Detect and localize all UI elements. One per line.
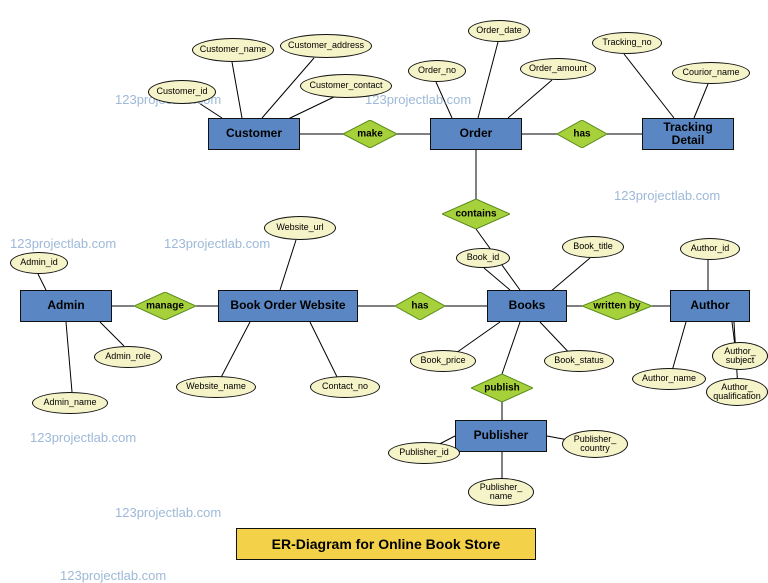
relationship-label: make <box>357 129 383 140</box>
relationship-has_site: has <box>395 292 445 320</box>
entity-website: Book Order Website <box>218 290 358 322</box>
attribute-author_id: Author_id <box>680 238 740 260</box>
diagram-title: ER-Diagram for Online Book Store <box>236 528 536 560</box>
attribute-book_status: Book_status <box>544 350 614 372</box>
entity-order: Order <box>430 118 522 150</box>
watermark: 123projectlab.com <box>30 430 136 445</box>
relationship-has_order: has <box>557 120 607 148</box>
attribute-customer_contact: Customer_contact <box>300 74 392 98</box>
relationship-publish: publish <box>471 374 533 402</box>
entity-books: Books <box>487 290 567 322</box>
attribute-admin_name: Admin_name <box>32 392 108 414</box>
relationship-make: make <box>343 120 397 148</box>
relationship-label: manage <box>146 301 184 312</box>
attribute-book_price: Book_price <box>410 350 476 372</box>
relationship-written: written by <box>582 292 652 320</box>
attribute-customer_name: Customer_name <box>192 38 274 62</box>
attribute-website_url: Website_url <box>264 216 336 240</box>
watermark: 123projectlab.com <box>164 236 270 251</box>
attribute-book_title: Book_title <box>562 236 624 258</box>
attribute-order_date: Order_date <box>468 20 530 42</box>
attribute-publisher_id: Publisher_id <box>388 442 460 464</box>
attribute-admin_role: Admin_role <box>94 346 162 368</box>
relationship-label: contains <box>455 209 496 220</box>
attribute-publisher_country: Publisher_ country <box>562 430 628 458</box>
attribute-publisher_name: Publisher_ name <box>468 478 534 506</box>
entity-admin: Admin <box>20 290 112 322</box>
watermark: 123projectlab.com <box>614 188 720 203</box>
watermark: 123projectlab.com <box>60 568 166 583</box>
attribute-admin_id: Admin_id <box>10 252 68 274</box>
attribute-contact_no: Contact_no <box>310 376 380 398</box>
entity-publisher: Publisher <box>455 420 547 452</box>
attribute-website_name: Website_name <box>176 376 256 398</box>
relationship-manage: manage <box>134 292 196 320</box>
watermark: 123projectlab.com <box>10 236 116 251</box>
watermark: 123projectlab.com <box>115 505 221 520</box>
attribute-book_id: Book_id <box>456 248 510 268</box>
attribute-courior_name: Courior_name <box>672 62 750 84</box>
entity-tracking: Tracking Detail <box>642 118 734 150</box>
entity-customer: Customer <box>208 118 300 150</box>
relationship-label: has <box>573 129 590 140</box>
er-diagram-canvas: 123projectlab.com 123projectlab.com 123pro… <box>0 0 768 577</box>
attribute-customer_id: Customer_id <box>148 80 216 104</box>
relationship-label: publish <box>484 383 520 394</box>
attribute-author_qualification: Author_ qualification <box>706 378 768 406</box>
relationship-label: has <box>411 301 428 312</box>
attribute-tracking_no: Tracking_no <box>592 32 662 54</box>
entity-author: Author <box>670 290 750 322</box>
attribute-author_subject: Author_ subject <box>712 342 768 370</box>
relationship-label: written by <box>593 301 640 312</box>
attribute-order_no: Order_no <box>408 60 466 82</box>
attribute-order_amount: Order_amount <box>520 58 596 80</box>
relationship-contains: contains <box>442 199 510 229</box>
watermark: 123projectlab.com <box>365 92 471 107</box>
attribute-author_name: Author_name <box>632 368 706 390</box>
attribute-customer_address: Customer_address <box>280 34 372 58</box>
